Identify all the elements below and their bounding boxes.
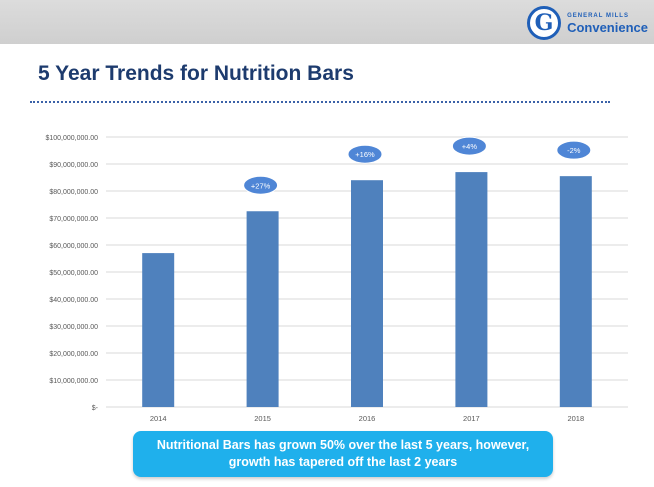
growth-label: +27%: [251, 181, 271, 190]
y-tick-label: $40,000,000.00: [49, 297, 98, 304]
y-tick-label: $70,000,000.00: [49, 216, 98, 223]
y-tick-label: $90,000,000.00: [49, 162, 98, 169]
x-tick-label: 2014: [150, 414, 167, 423]
y-tick-label: $20,000,000.00: [49, 351, 98, 358]
y-tick-label: $80,000,000.00: [49, 189, 98, 196]
x-tick-label: 2016: [359, 414, 376, 423]
bar: [455, 172, 488, 407]
bar-chart: $- $10,000,000.00 $20,000,000.00 $30,000,00…: [45, 135, 628, 423]
y-tick-label: $-: [92, 405, 99, 412]
y-tick-label: $100,000,000.00: [45, 135, 98, 142]
growth-label: -2%: [567, 146, 581, 155]
callout-line-1: Nutritional Bars has grown 50% over the …: [156, 437, 530, 452]
y-tick-label: $50,000,000.00: [49, 270, 98, 277]
growth-bubble: [347, 144, 383, 164]
summary-callout: Nutritional Bars has grown 50% over the …: [133, 431, 553, 477]
page-title: 5 Year Trends for Nutrition Bars: [38, 62, 354, 85]
logo-brand-small: GENERAL MILLS: [567, 12, 629, 19]
logo-brand-large: Convenience: [567, 19, 648, 35]
logo-mark-icon: G: [527, 6, 562, 40]
growth-label: +4%: [462, 142, 478, 151]
growth-bubble: [451, 136, 487, 156]
general-mills-logo: G GENERAL MILLS Convenience: [527, 6, 648, 40]
bar: [351, 180, 383, 407]
growth-bubble: [556, 140, 592, 160]
bar: [559, 176, 592, 407]
x-tick-label: 2018: [567, 414, 584, 423]
y-tick-label: $60,000,000.00: [49, 243, 98, 250]
title-divider: [30, 101, 610, 103]
x-tick-label: 2015: [254, 414, 271, 423]
bar: [246, 211, 279, 407]
growth-bubble: [243, 175, 279, 195]
y-tick-label: $10,000,000.00: [49, 378, 98, 385]
growth-label: +16%: [355, 150, 375, 159]
callout-line-2: growth has tapered off the last 2 years: [228, 455, 458, 469]
bar: [142, 253, 175, 407]
x-tick-label: 2017: [463, 414, 480, 423]
y-tick-label: $30,000,000.00: [49, 324, 98, 331]
